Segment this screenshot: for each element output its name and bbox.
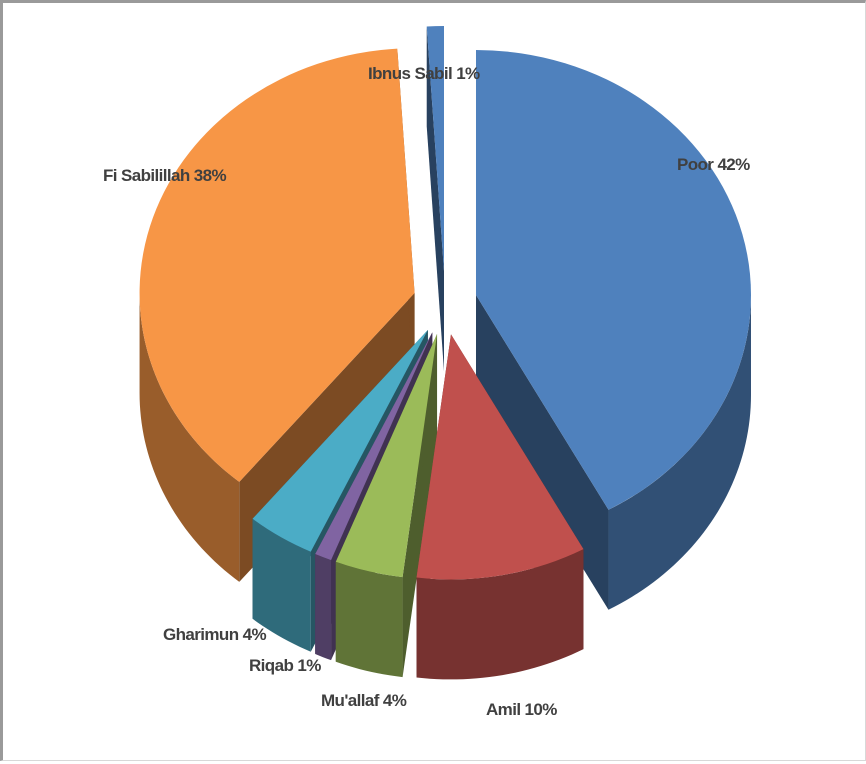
label-riqab: Riqab 1%	[249, 656, 321, 675]
pie-slices	[139, 26, 751, 680]
slice-wall-fi-sabilillah	[139, 293, 240, 582]
slice-side-poor	[475, 295, 609, 610]
pie-chart: Poor 42% Amil 10% Mu'allaf 4% Riqab 1% G…	[103, 26, 751, 719]
slice-wall-amil	[416, 549, 584, 680]
slice-gharimun	[252, 330, 428, 552]
slice-wall-poor	[608, 295, 751, 610]
label-amil: Amil 10%	[486, 700, 557, 719]
slice-poor	[475, 50, 751, 510]
label-fi-sabilillah: Fi Sabilillah 38%	[103, 166, 226, 185]
slice-side-ibnus-sabil	[426, 26, 444, 372]
label-poor: Poor 42%	[677, 155, 750, 174]
slice-ibnus-sabil	[426, 26, 444, 272]
slice-wall-riqab	[315, 554, 332, 661]
label-gharimun: Gharimun 4%	[163, 625, 266, 644]
label-ibnus-sabil: Ibnus Sabil 1%	[368, 64, 480, 83]
pie-labels: Poor 42% Amil 10% Mu'allaf 4% Riqab 1% G…	[103, 64, 751, 719]
slice-wall-mu-allaf	[335, 561, 403, 678]
slice-wall-gharimun	[252, 518, 311, 652]
slice-amil	[416, 334, 584, 580]
slice-riqab	[315, 332, 433, 561]
slice-mu-allaf	[335, 333, 438, 578]
label-muallaf: Mu'allaf 4%	[321, 691, 407, 710]
slice-fi-sabilillah	[139, 48, 415, 482]
